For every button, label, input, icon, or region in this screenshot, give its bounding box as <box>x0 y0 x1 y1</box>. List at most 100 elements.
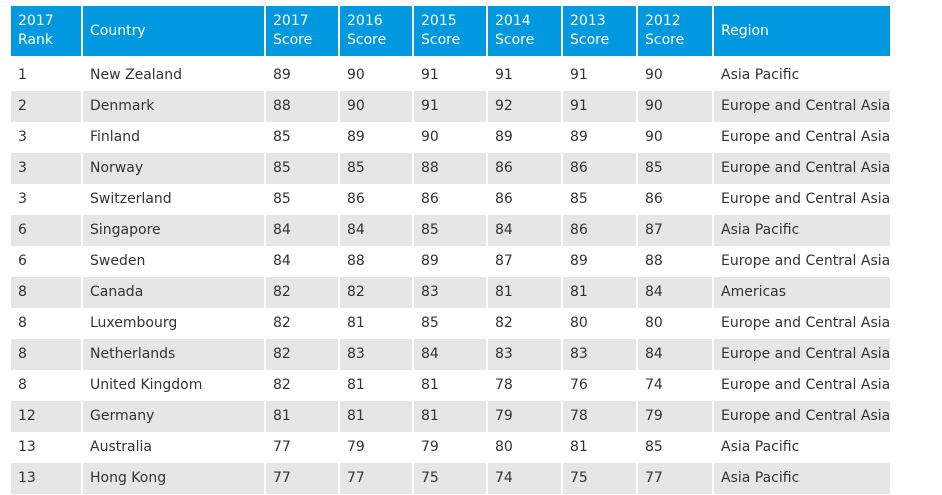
cell-score-2012: 85 <box>638 153 712 184</box>
cell-score-2015: 86 <box>421 191 439 207</box>
cell-region: Asia Pacific <box>714 463 891 494</box>
cell-score-2015: 89 <box>421 253 439 269</box>
cell-score-2015: 91 <box>414 91 486 122</box>
cell-country: Germany <box>83 401 264 432</box>
table-row: 8 Netherlands 82 83 84 83 83 84 Europe and Centr… <box>11 339 891 370</box>
column-header-text: Score <box>273 32 313 48</box>
cell-score-2012: 79 <box>638 401 712 432</box>
cell-score-2016: 81 <box>347 315 365 331</box>
cell-country: Netherlands <box>83 339 264 370</box>
cell-score-2013: 81 <box>570 439 588 455</box>
cell-score-2015: 79 <box>421 439 439 455</box>
column-header-rank: 2017 Rank <box>11 6 81 56</box>
cell-score-2015: 81 <box>421 377 439 393</box>
cell-region: Europe and Central Asia <box>721 253 891 269</box>
cell-score-2013: 81 <box>563 277 636 308</box>
cell-score-2016: 81 <box>347 377 365 393</box>
cell-score-2017: 85 <box>266 153 338 184</box>
column-header-text: 2012 <box>645 13 681 29</box>
cell-score-2017: 82 <box>266 277 338 308</box>
cell-score-2014: 92 <box>488 91 561 122</box>
cell-score-2015: 85 <box>414 215 486 246</box>
cell-score-2017: 82 <box>266 339 338 370</box>
cell-score-2012: 84 <box>638 339 712 370</box>
cell-score-2014: 89 <box>495 129 513 145</box>
cell-score-2013: 91 <box>570 67 588 83</box>
cell-score-2013: 78 <box>563 401 636 432</box>
cell-score-2017: 77 <box>266 463 338 494</box>
table-row: 8 United Kingdom 82 81 81 78 76 74 Europe and Ce… <box>11 370 890 401</box>
cell-region: Europe and Central Asia <box>721 377 891 393</box>
cell-score-2017: 88 <box>266 91 338 122</box>
cell-country: Sweden <box>90 253 146 269</box>
cell-score-2014: 74 <box>488 463 561 494</box>
cell-score-2017: 81 <box>266 401 338 432</box>
table-row: 3 Norway 85 85 88 86 86 85 Europe and Central As… <box>11 153 891 184</box>
column-header-score-2014: 2014 Score <box>488 6 561 56</box>
cell-score-2014: 86 <box>495 191 513 207</box>
table-row: 6 Singapore 84 84 85 84 86 87 Asia Pacific <box>11 215 891 246</box>
cell-score-2015: 85 <box>421 315 439 331</box>
table-row: 2 Denmark 88 90 91 92 91 90 Europe and Central A… <box>11 91 891 122</box>
column-header-text: 2016 <box>347 13 383 29</box>
column-header-text: 2013 <box>570 13 606 29</box>
cell-score-2017: 82 <box>273 377 291 393</box>
cell-score-2012: 77 <box>638 463 712 494</box>
table-row: 12 Germany 81 81 81 79 78 79 Europe and Central … <box>11 401 891 432</box>
cell-score-2013: 89 <box>570 253 588 269</box>
cell-country: New Zealand <box>90 67 182 83</box>
cell-score-2015: 75 <box>414 463 486 494</box>
cell-country: Norway <box>83 153 264 184</box>
table-row: 3 Switzerland 85 86 86 86 85 86 Europe and Centr… <box>11 184 890 215</box>
column-header-text: Score <box>347 32 387 48</box>
column-header-country: Country <box>83 6 264 56</box>
table-body: 1 New Zealand 89 90 91 91 91 90 Asia Pacific 2 Den… <box>11 56 891 494</box>
cell-country: Denmark <box>83 91 264 122</box>
cell-country: Singapore <box>83 215 264 246</box>
cell-score-2012: 90 <box>638 91 712 122</box>
cell-score-2017: 82 <box>273 315 291 331</box>
column-header-text: Region <box>721 22 769 39</box>
header-row: 2017 Rank Country 2017 Score 2016 Score 2015 Sco… <box>11 6 891 56</box>
column-header-text: 2017 <box>18 13 54 29</box>
cell-score-2015: 90 <box>421 129 439 145</box>
cell-country: Luxembourg <box>90 315 178 331</box>
cell-rank: 3 <box>11 153 81 184</box>
cell-score-2012: 90 <box>645 129 663 145</box>
scores-table-container: 2017 Rank Country 2017 Score 2016 Score 2015 Sco… <box>9 6 892 494</box>
table-row: 8 Luxembourg 82 81 85 82 80 80 Europe and Centra… <box>11 308 890 339</box>
cell-region: Europe and Central Asia <box>721 315 891 331</box>
cell-score-2016: 85 <box>340 153 412 184</box>
cell-region: Asia Pacific <box>721 67 800 83</box>
column-header-text: Country <box>90 22 146 39</box>
cell-score-2017: 85 <box>273 191 291 207</box>
cell-score-2017: 89 <box>273 67 291 83</box>
column-header-region: Region <box>714 6 891 56</box>
cell-region: Europe and Central Asia <box>721 129 891 145</box>
cell-score-2017: 77 <box>273 439 291 455</box>
cell-score-2016: 77 <box>340 463 412 494</box>
cell-region: Europe and Central Asia <box>714 153 891 184</box>
table-row: 13 Australia 77 79 79 80 81 85 Asia Pacific <box>11 432 890 463</box>
cell-region: Asia Pacific <box>714 215 891 246</box>
cell-rank: 6 <box>11 215 81 246</box>
cell-score-2014: 79 <box>488 401 561 432</box>
cell-score-2013: 85 <box>570 191 588 207</box>
cell-score-2014: 81 <box>488 277 561 308</box>
cell-score-2014: 82 <box>495 315 513 331</box>
cell-score-2014: 80 <box>495 439 513 455</box>
column-header-text: Score <box>570 32 610 48</box>
column-header-text: 2015 <box>421 13 457 29</box>
cell-score-2015: 88 <box>414 153 486 184</box>
cell-score-2012: 80 <box>645 315 663 331</box>
cell-score-2015: 83 <box>414 277 486 308</box>
cell-rank: 6 <box>18 253 27 269</box>
cell-score-2014: 86 <box>488 153 561 184</box>
table-row: 8 Canada 82 82 83 81 81 84 Americas <box>11 277 891 308</box>
cell-rank: 3 <box>18 129 27 145</box>
cell-score-2013: 80 <box>570 315 588 331</box>
cell-rank: 8 <box>11 277 81 308</box>
cell-region: Europe and Central Asia <box>721 191 891 207</box>
cell-score-2014: 87 <box>495 253 513 269</box>
cell-region: Europe and Central Asia <box>714 401 891 432</box>
